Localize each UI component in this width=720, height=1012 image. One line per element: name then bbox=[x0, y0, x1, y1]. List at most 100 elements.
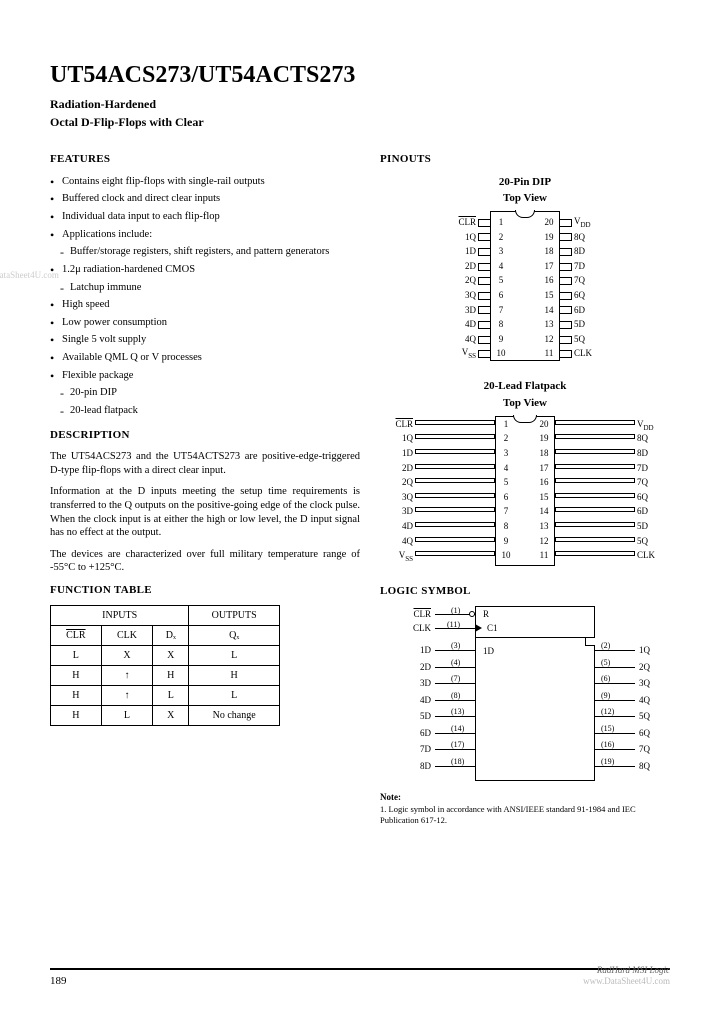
pin-row: CLR120VDD bbox=[385, 420, 665, 435]
pin-lead bbox=[560, 350, 572, 358]
table-cell: H bbox=[51, 666, 102, 686]
flatpack-package-diagram: CLR120VDD1Q2198Q1D3188D2D4177D2Q5167Q3Q6… bbox=[385, 416, 665, 566]
description-heading: DESCRIPTION bbox=[50, 428, 360, 442]
pin-lead bbox=[415, 537, 495, 542]
logic-label: (11) bbox=[447, 620, 460, 630]
pin-number: 7 bbox=[499, 506, 513, 518]
pin-row: 2Q5167Q bbox=[420, 274, 630, 289]
pin-row: 4D8135D bbox=[420, 317, 630, 332]
logic-label: (4) bbox=[451, 658, 460, 668]
pin-lead bbox=[478, 336, 490, 344]
pin-lead bbox=[415, 464, 495, 469]
pin-label: 5D bbox=[574, 319, 630, 331]
pin-number: 17 bbox=[542, 261, 556, 273]
pin-lead bbox=[555, 464, 635, 469]
logic-label: R bbox=[483, 609, 489, 621]
pin-lead bbox=[555, 420, 635, 425]
logic-label: (17) bbox=[451, 740, 464, 750]
page-columns: FEATURES Contains eight flip-flops with … bbox=[50, 152, 670, 826]
pin-number: 15 bbox=[542, 290, 556, 302]
pin-number: 1 bbox=[499, 419, 513, 431]
pin-row: 1Q2198Q bbox=[420, 230, 630, 245]
pin-number: 5 bbox=[494, 275, 508, 287]
logic-label: (2) bbox=[601, 641, 610, 651]
pin-lead bbox=[478, 277, 490, 285]
table-header: Qₓ bbox=[189, 626, 280, 646]
description-paragraph: Information at the D inputs meeting the … bbox=[50, 485, 360, 540]
logic-label: (1) bbox=[451, 606, 460, 616]
pin-lead bbox=[415, 551, 495, 556]
logic-label: 2D bbox=[403, 662, 431, 674]
feature-item: 20-pin DIP bbox=[50, 386, 360, 400]
logic-label: CLK bbox=[403, 623, 431, 635]
description-paragraph: The devices are characterized over full … bbox=[50, 548, 360, 575]
logic-label: (13) bbox=[451, 707, 464, 717]
pin-number: 7 bbox=[494, 305, 508, 317]
table-cell: ↑ bbox=[101, 666, 153, 686]
logic-label: 4D bbox=[403, 695, 431, 707]
feature-item: Single 5 volt supply bbox=[50, 333, 360, 347]
page-title: UT54ACS273/UT54ACTS273 bbox=[50, 60, 670, 91]
note-text: 1. Logic symbol in accordance with ANSI/… bbox=[380, 804, 636, 825]
pin-lead bbox=[415, 507, 495, 512]
logic-label: CLR bbox=[403, 609, 431, 621]
feature-item: Individual data input to each flip-flop bbox=[50, 210, 360, 224]
table-cell: H bbox=[51, 706, 102, 726]
pin-label: 3D bbox=[420, 305, 476, 317]
feature-item: Flexible package bbox=[50, 369, 360, 383]
logic-label: 8D bbox=[403, 761, 431, 773]
footer-brand: RadHard MSI Logic www.DataSheet4U.com bbox=[583, 965, 670, 988]
pin-label: 2Q bbox=[420, 275, 476, 287]
left-column: FEATURES Contains eight flip-flops with … bbox=[50, 152, 360, 826]
pin-number: 3 bbox=[494, 246, 508, 258]
pin-label: VDD bbox=[574, 216, 630, 230]
table-row: H↑HH bbox=[51, 666, 280, 686]
pin-lead bbox=[555, 537, 635, 542]
table-cell: L bbox=[189, 686, 280, 706]
feature-item: Applications include: bbox=[50, 228, 360, 242]
pin-label: 1D bbox=[385, 448, 413, 460]
pin-label: 1Q bbox=[420, 232, 476, 244]
table-cell: X bbox=[153, 706, 189, 726]
pin-row: VSS1011CLK bbox=[420, 347, 630, 362]
pin-label: 1Q bbox=[385, 433, 413, 445]
table-cell: L bbox=[153, 686, 189, 706]
pin-lead bbox=[560, 321, 572, 329]
pin-label: 7D bbox=[637, 463, 665, 475]
pin-label: CLR bbox=[385, 419, 413, 431]
feature-item: High speed bbox=[50, 298, 360, 312]
pin-label: 3Q bbox=[385, 492, 413, 504]
logic-label: 1D bbox=[403, 645, 431, 657]
pin-number: 20 bbox=[542, 217, 556, 229]
pin-number: 4 bbox=[494, 261, 508, 273]
pin-lead bbox=[560, 277, 572, 285]
feature-item: Low power consumption bbox=[50, 316, 360, 330]
logic-label: 2Q bbox=[639, 662, 667, 674]
pin-number: 6 bbox=[494, 290, 508, 302]
pin-label: VDD bbox=[637, 419, 665, 433]
logic-label: 7D bbox=[403, 744, 431, 756]
pin-lead bbox=[560, 233, 572, 241]
pin-lead bbox=[555, 493, 635, 498]
pin-number: 11 bbox=[542, 348, 556, 360]
pin-label: VSS bbox=[420, 347, 476, 361]
subtitle: Radiation-Hardened bbox=[50, 97, 670, 113]
pin-label: 6D bbox=[637, 506, 665, 518]
feature-item: Contains eight flip-flops with single-ra… bbox=[50, 175, 360, 189]
pin-number: 15 bbox=[537, 492, 551, 504]
logic-label: 4Q bbox=[639, 695, 667, 707]
table-header: CLR bbox=[51, 626, 102, 646]
pin-label: CLK bbox=[574, 348, 630, 360]
pin-label: 4D bbox=[420, 319, 476, 331]
pin-label: 8Q bbox=[637, 433, 665, 445]
pin-lead bbox=[478, 233, 490, 241]
pin-label: 4Q bbox=[420, 334, 476, 346]
pin-lead bbox=[555, 507, 635, 512]
pin-number: 17 bbox=[537, 463, 551, 475]
pin-label: 1D bbox=[420, 246, 476, 258]
logic-label: (7) bbox=[451, 674, 460, 684]
table-header: Dₓ bbox=[153, 626, 189, 646]
table-row: HLXNo change bbox=[51, 706, 280, 726]
table-cell: H bbox=[51, 686, 102, 706]
pin-label: 4Q bbox=[385, 536, 413, 548]
